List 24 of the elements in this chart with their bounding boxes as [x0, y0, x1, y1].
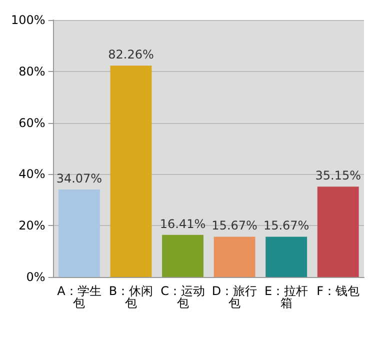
- bar: [317, 186, 359, 277]
- x-tick-label: E：拉杆箱: [264, 284, 308, 310]
- data-label: 16.41%: [160, 216, 206, 231]
- x-tick-label: C：运动包: [160, 284, 205, 310]
- data-label: 34.07%: [56, 171, 102, 186]
- y-tick-label: 0%: [26, 270, 46, 284]
- bar: [58, 189, 100, 277]
- y-tick-label: 100%: [10, 13, 46, 27]
- y-tick-label: 80%: [18, 64, 46, 78]
- bar: [162, 234, 204, 277]
- data-label: 15.67%: [212, 218, 258, 233]
- bar: [266, 236, 308, 277]
- x-tick-label: F：钱包: [316, 284, 360, 298]
- x-tick-label: B：休闲包: [108, 284, 154, 310]
- y-tick-label: 20%: [18, 218, 46, 233]
- y-tick-label: 60%: [18, 116, 46, 130]
- data-label: 15.67%: [263, 218, 310, 233]
- bar: [110, 66, 152, 277]
- y-tick-label: 40%: [18, 167, 46, 182]
- data-label: 82.26%: [108, 48, 154, 62]
- bar: [214, 236, 256, 277]
- x-tick-label: D：旅行包: [212, 284, 258, 310]
- data-label: 35.15%: [315, 168, 361, 183]
- x-tick-label: A：学生包: [57, 284, 102, 310]
